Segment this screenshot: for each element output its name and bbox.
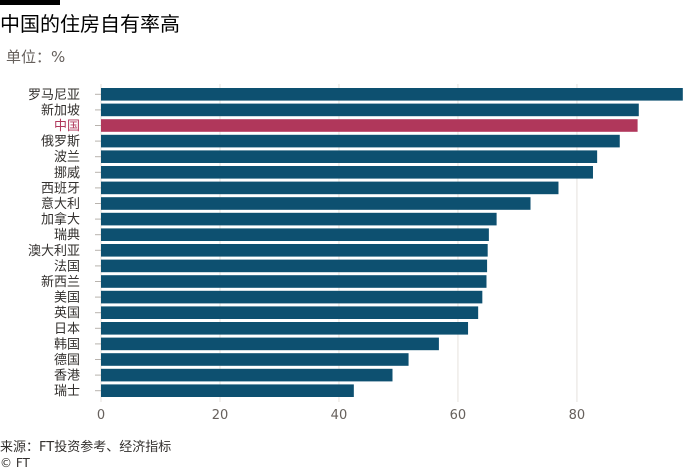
- category-label: 瑞士: [54, 384, 80, 399]
- bar: [101, 197, 531, 210]
- category-label: 新西兰: [41, 274, 80, 290]
- x-tick-label: 40: [331, 408, 348, 423]
- chart-title: 中国的住房自有率高: [0, 12, 180, 36]
- x-tick-label: 80: [569, 408, 586, 423]
- category-label: 法国: [54, 259, 80, 274]
- bar: [101, 259, 488, 273]
- category-label: 英国: [54, 306, 80, 321]
- source-note: 来源：FT投资参考、经济指标: [0, 440, 172, 455]
- category-label: 韩国: [54, 337, 80, 352]
- copyright-note: © FT: [0, 456, 30, 470]
- category-label: 德国: [54, 353, 80, 368]
- bar: [101, 244, 488, 257]
- category-labels: 罗马尼亚新加坡中国俄罗斯波兰挪威西班牙意大利加拿大瑞典澳大利亚法国新西兰美国英国…: [28, 88, 101, 399]
- bar: [101, 103, 639, 117]
- top-accent-bar: [0, 0, 60, 5]
- category-label: 俄罗斯: [41, 135, 80, 150]
- category-label: 美国: [54, 291, 80, 306]
- bar: [101, 166, 593, 179]
- x-tick-label: 20: [212, 408, 229, 423]
- category-label: 西班牙: [41, 181, 80, 196]
- bar: [101, 181, 559, 195]
- category-label: 挪威: [54, 166, 80, 181]
- bar: [101, 88, 683, 101]
- category-label: 罗马尼亚: [28, 88, 80, 103]
- bar-highlight: [101, 119, 638, 132]
- bars: [101, 88, 683, 397]
- bar: [101, 384, 354, 397]
- bar: [101, 353, 409, 366]
- category-label: 波兰: [54, 150, 80, 165]
- category-label: 意大利: [41, 196, 80, 212]
- bar: [101, 368, 393, 382]
- category-label: 日本: [54, 322, 80, 337]
- bar: [101, 306, 479, 319]
- x-tick-label: 60: [450, 408, 467, 423]
- bar: [101, 322, 469, 335]
- category-label: 新加坡: [41, 102, 80, 118]
- bar: [101, 212, 497, 226]
- bar: [101, 134, 620, 148]
- category-label: 加拿大: [41, 212, 80, 228]
- bar: [101, 150, 598, 163]
- bar: [101, 275, 487, 288]
- category-label: 澳大利亚: [28, 243, 80, 259]
- category-label: 中国: [54, 119, 80, 134]
- x-tick-label: 0: [97, 408, 105, 423]
- bar: [101, 290, 483, 304]
- x-axis-ticks: 0 20 40 60 80: [97, 408, 585, 423]
- category-label: 香港: [54, 369, 80, 384]
- category-label: 瑞典: [54, 228, 80, 243]
- bar: [101, 337, 439, 351]
- chart-subtitle: 单位：%: [6, 48, 66, 66]
- bar: [101, 228, 489, 241]
